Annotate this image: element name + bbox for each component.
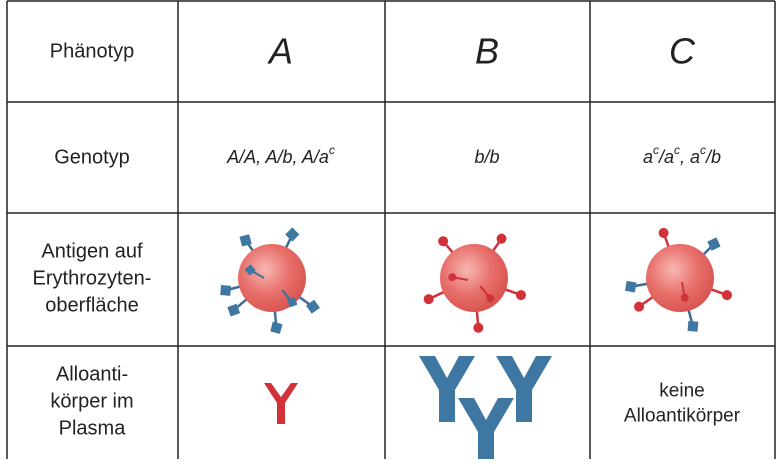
table-grid — [6, 0, 776, 459]
phenotype: A — [267, 31, 293, 72]
phenotype: C — [669, 31, 696, 72]
no-antibodies: keine — [659, 381, 704, 402]
row-label: Antigen auf — [41, 240, 143, 262]
superscript: c — [329, 143, 335, 157]
genotype-part: /a — [657, 147, 674, 167]
row-label: Phänotyp — [50, 40, 135, 62]
row-label: Genotyp — [54, 146, 130, 168]
row-label: körper im — [50, 390, 133, 412]
erythrocyte-a — [216, 224, 324, 337]
genotype-part: a — [643, 147, 653, 167]
genotype-part: /b — [704, 147, 721, 167]
row-label: Plasma — [59, 417, 127, 439]
antibodies-blue — [419, 356, 552, 460]
erythrocyte-c — [622, 225, 735, 336]
superscript: c — [700, 143, 706, 157]
row-label: Erythrozyten- — [33, 267, 152, 289]
genotype-part: A/A, A/b, A/a — [226, 147, 329, 167]
genotype-part: b/b — [474, 147, 499, 167]
genotype: b/b — [474, 147, 499, 167]
genotype: A/A, A/b, A/ac — [226, 143, 335, 167]
genotype-part: , a — [680, 147, 700, 167]
row-label: oberfläche — [45, 294, 138, 316]
phenotype: B — [475, 31, 499, 72]
genotype: ac/ac, ac/b — [643, 143, 721, 167]
superscript: c — [674, 143, 680, 157]
no-antibodies: Alloantikörper — [624, 406, 741, 427]
superscript: c — [653, 143, 659, 157]
erythrocyte-b — [420, 230, 529, 335]
row-label: Alloanti- — [56, 363, 128, 385]
antibody-red — [264, 383, 298, 424]
